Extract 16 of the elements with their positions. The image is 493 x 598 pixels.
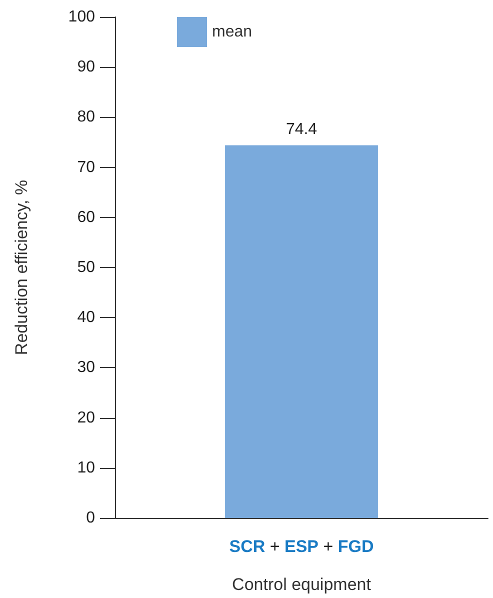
y-tick-label: 90 xyxy=(77,58,96,76)
data-label: 74.4 xyxy=(286,120,318,138)
y-tick-label: 0 xyxy=(86,510,96,526)
y-tick-label: 50 xyxy=(77,259,96,276)
y-tick-label: 80 xyxy=(77,108,96,126)
y-tick-label: 30 xyxy=(77,359,96,376)
y-tick-label: 100 xyxy=(68,8,96,26)
y-tick-label: 60 xyxy=(77,208,96,226)
y-tick-label: 70 xyxy=(77,158,96,176)
y-tick-label: 20 xyxy=(77,409,96,426)
x-axis-title: Control equipment xyxy=(232,575,372,594)
y-axis-title: Reduction efficiency, % xyxy=(12,180,31,356)
y-tick-label: 10 xyxy=(77,459,96,476)
legend-label: mean xyxy=(212,24,252,40)
x-tick-label: SCR + ESP + FGD xyxy=(229,537,374,556)
y-tick-label: 40 xyxy=(77,309,96,326)
